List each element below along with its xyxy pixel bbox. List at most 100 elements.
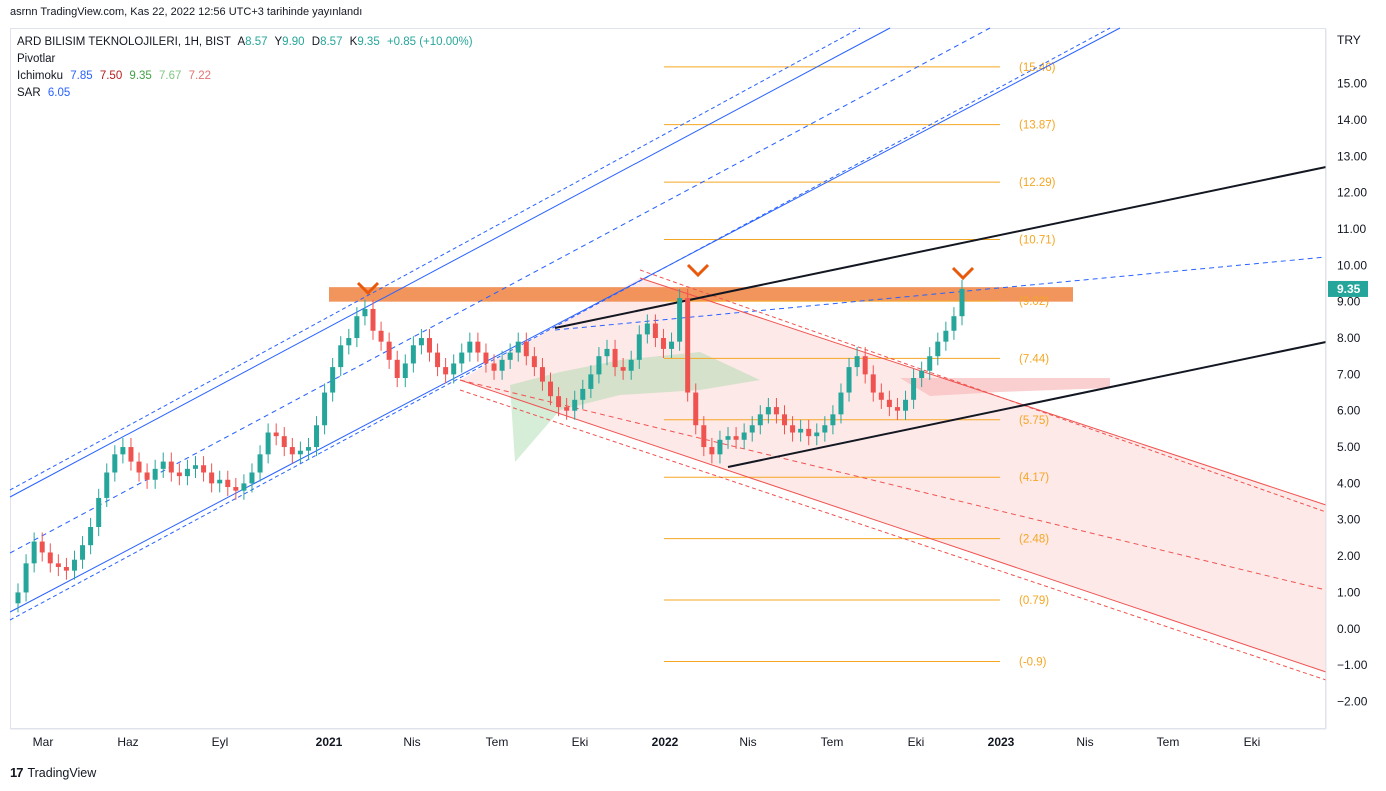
x-tick-label: Nis — [403, 735, 420, 749]
candle-body — [201, 465, 207, 473]
candle-body — [781, 414, 787, 426]
candle-body — [128, 447, 134, 462]
x-tick-label: Eki — [1244, 735, 1261, 749]
currency-label: TRY — [1337, 33, 1361, 47]
symbol-name[interactable]: ARD BILISIM TEKNOLOJILERI, 1H, BIST — [17, 36, 231, 48]
trend-line — [727, 341, 1327, 468]
candle-body — [765, 407, 771, 415]
ichimoku-row[interactable]: Ichimoku 7.85 7.50 9.35 7.67 7.22 — [17, 70, 211, 82]
candle-body — [23, 563, 29, 593]
candle-body — [523, 341, 529, 357]
candle-body — [660, 338, 666, 349]
candle-body — [297, 450, 303, 455]
candle-body — [652, 323, 658, 339]
trend-line — [9, 27, 1111, 621]
candle-body — [168, 461, 174, 473]
y-tick-label: 3.00 — [1337, 513, 1361, 527]
candle-body — [176, 472, 182, 477]
falling-channel-fill — [460, 278, 1326, 672]
fib-level-label: (0.79) — [1019, 595, 1049, 607]
candle-body — [249, 472, 255, 484]
candle-body — [88, 527, 94, 546]
fib-level-label: (2.48) — [1019, 534, 1049, 546]
candle-body — [596, 356, 602, 375]
candle-body — [733, 436, 739, 440]
trend-line — [9, 27, 1121, 613]
fib-level-label: (13.87) — [1019, 120, 1056, 132]
x-tick-label: Eyl — [212, 735, 229, 749]
candle-body — [927, 356, 933, 371]
trend-line — [459, 379, 1327, 673]
y-tick-label: 10.00 — [1337, 258, 1367, 272]
sar-row[interactable]: SAR 6.05 — [17, 87, 71, 99]
open-value: 8.57 — [245, 36, 268, 48]
candle-body — [257, 454, 263, 473]
y-tick-label: −1.00 — [1337, 658, 1368, 672]
candle-body — [144, 472, 150, 480]
trend-line — [554, 256, 1327, 331]
y-tick-label: 0.00 — [1337, 622, 1361, 636]
candle-body — [80, 545, 86, 560]
candle-body — [104, 472, 110, 498]
candle-body — [814, 432, 820, 437]
candle-body — [894, 407, 900, 411]
fib-level-label: (10.71) — [1019, 235, 1056, 247]
peak-marker-icon — [356, 281, 380, 296]
last-price-badge — [1328, 280, 1368, 297]
candle-body — [709, 447, 715, 455]
candle-body — [112, 454, 118, 473]
candle-body — [483, 352, 489, 364]
y-tick-label: 5.00 — [1337, 440, 1361, 454]
y-tick-label: 15.00 — [1337, 77, 1367, 91]
y-tick-label: 9.00 — [1337, 295, 1361, 309]
candle-body — [475, 341, 481, 353]
candle-body — [693, 392, 699, 426]
candle-body — [193, 465, 199, 469]
footer-brand[interactable]: 17 TradingView — [10, 765, 97, 780]
candle-body — [47, 552, 53, 564]
candle-body — [39, 541, 45, 553]
candle-body — [136, 461, 142, 473]
candle-body — [717, 439, 723, 455]
candle-body — [628, 359, 634, 371]
candle-body — [677, 298, 683, 342]
candle-body — [120, 447, 126, 455]
candle-body — [644, 323, 650, 335]
trend-line — [554, 166, 1327, 329]
x-tick-label: Tem — [821, 735, 844, 749]
pivots-indicator[interactable]: Pivotlar — [17, 53, 56, 65]
trend-line — [639, 277, 1327, 506]
y-tick-label: 8.00 — [1337, 331, 1361, 345]
candle-body — [451, 363, 457, 375]
trend-line — [9, 27, 861, 491]
trend-line — [639, 269, 1327, 513]
candle-body — [539, 367, 545, 382]
y-tick-label: 13.00 — [1337, 149, 1367, 163]
candle-body — [330, 367, 336, 393]
x-tick-label: Tem — [486, 735, 509, 749]
tradingview-logo-icon: 17 — [10, 765, 24, 780]
candle-body — [685, 298, 691, 393]
candle-body — [378, 330, 384, 342]
x-tick-label: 2021 — [316, 735, 343, 749]
candle-body — [305, 447, 311, 451]
candle-body — [55, 563, 61, 567]
y-tick-label: 12.00 — [1337, 186, 1367, 200]
x-tick-label: Nis — [739, 735, 756, 749]
candle-body — [241, 483, 247, 491]
candle-body — [225, 479, 231, 488]
trend-line — [459, 389, 1327, 681]
candle-body — [741, 432, 747, 440]
y-tick-label: −2.00 — [1337, 694, 1368, 708]
candle-body — [531, 356, 537, 368]
candle-body — [217, 479, 223, 484]
candle-body — [838, 392, 844, 415]
candle-body — [822, 425, 828, 433]
fib-level-label: (4.17) — [1019, 472, 1049, 484]
y-tick-label: 2.00 — [1337, 549, 1361, 563]
candle-body — [588, 374, 594, 389]
fib-level-label: (7.44) — [1019, 353, 1049, 365]
change-value: +0.85 (+10.00%) — [386, 36, 473, 48]
candle-body — [338, 345, 344, 368]
